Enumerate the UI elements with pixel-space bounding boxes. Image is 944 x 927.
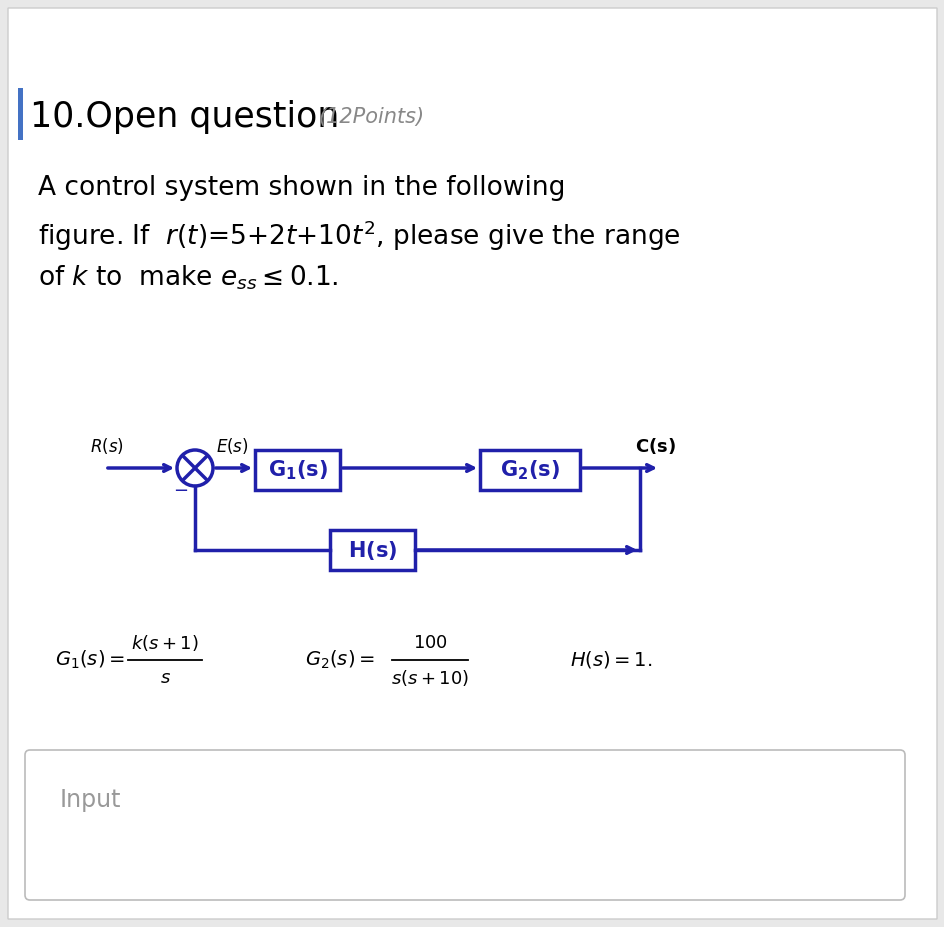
- Bar: [18, 88, 23, 140]
- Bar: [329, 530, 414, 570]
- Text: $s$: $s$: [160, 669, 170, 687]
- Text: Input: Input: [59, 788, 122, 812]
- Text: 10.Open question: 10.Open question: [30, 100, 339, 134]
- Text: A control system shown in the following: A control system shown in the following: [38, 175, 565, 201]
- Text: of $k$ to  make $e_{ss}$$\leq$0.1.: of $k$ to make $e_{ss}$$\leq$0.1.: [38, 263, 338, 291]
- Text: $100$: $100$: [413, 634, 447, 652]
- Text: $k(s+1)$: $k(s+1)$: [131, 633, 198, 653]
- Bar: [480, 450, 580, 490]
- Text: $-$: $-$: [174, 480, 189, 498]
- Text: $R(s)$: $R(s)$: [90, 436, 124, 456]
- Text: $E(s)$: $E(s)$: [216, 436, 248, 456]
- Text: $G_2(s)=$: $G_2(s)=$: [305, 649, 375, 671]
- Text: $\mathbf{C(s)}$: $\mathbf{C(s)}$: [634, 436, 675, 456]
- FancyBboxPatch shape: [8, 8, 936, 919]
- FancyBboxPatch shape: [25, 750, 904, 900]
- Text: $H(s)=1.$: $H(s)=1.$: [569, 650, 651, 670]
- Text: $\mathbf{G_1(s)}$: $\mathbf{G_1(s)}$: [267, 458, 327, 482]
- Text: $\mathbf{H(s)}$: $\mathbf{H(s)}$: [347, 539, 396, 562]
- Text: (12Points): (12Points): [318, 107, 424, 127]
- Text: figure. If  $r(t)$=5+2$t$+10$t^2$, please give the range: figure. If $r(t)$=5+2$t$+10$t^2$, please…: [38, 218, 680, 252]
- Text: $s(s+10)$: $s(s+10)$: [391, 668, 468, 688]
- Text: $\mathbf{G_2(s)}$: $\mathbf{G_2(s)}$: [499, 458, 560, 482]
- Bar: [255, 450, 340, 490]
- Text: $G_1(s)=$: $G_1(s)=$: [55, 649, 125, 671]
